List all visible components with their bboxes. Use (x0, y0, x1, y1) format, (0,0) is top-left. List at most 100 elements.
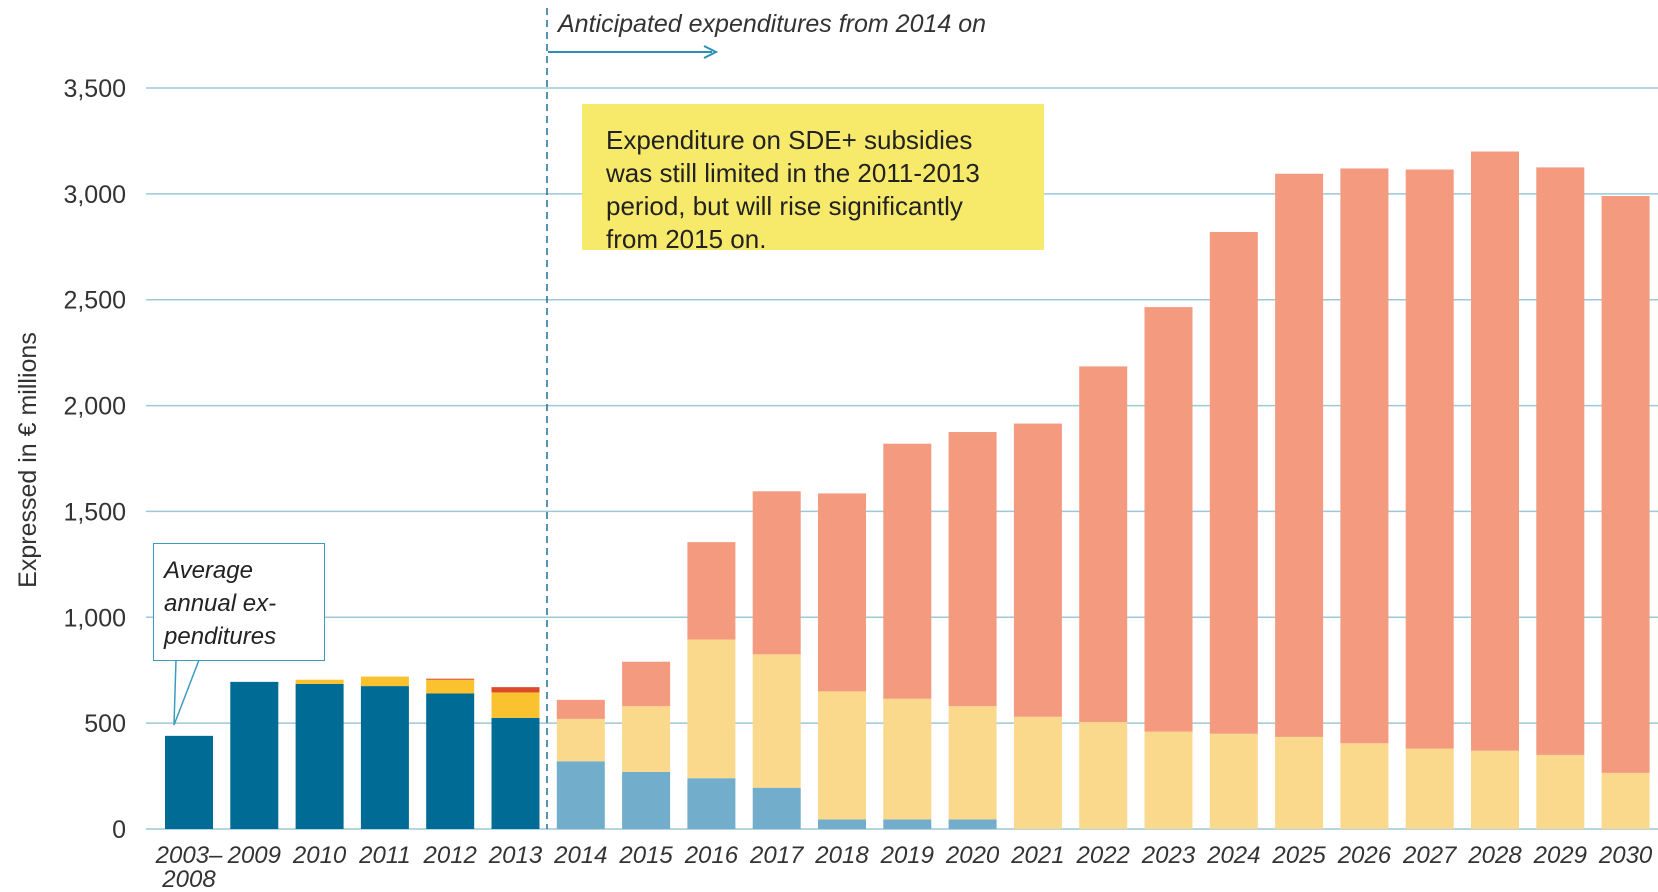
average-annotation-line: Average (164, 557, 253, 584)
bar-segment (1079, 366, 1128, 723)
y-axis-label: Expressed in € millions (14, 332, 42, 588)
y-tick-label: 0 (112, 816, 126, 844)
bar-segment (1144, 731, 1193, 829)
x-tick-label: 2008 (161, 866, 216, 887)
bar-segment (1405, 169, 1454, 749)
x-tick-label: 2029 (1533, 842, 1587, 869)
bar-segment (1536, 754, 1585, 829)
callout-box: Expenditure on SDE+ subsidies was still … (582, 104, 1044, 254)
x-tick-label: 2021 (1010, 842, 1064, 869)
bar-segment (295, 683, 344, 829)
x-tick-label: 2028 (1467, 842, 1522, 869)
bar-segment (883, 819, 932, 829)
bar-segment (1013, 716, 1062, 829)
bar-segment (1275, 173, 1324, 737)
bar-segment (491, 717, 540, 829)
bar-segment (1471, 151, 1519, 751)
bar-segment (948, 706, 997, 820)
y-tick-label: 2,500 (63, 287, 126, 315)
bar-segment (360, 686, 409, 829)
bar-segment (1209, 733, 1258, 829)
callout-line: was still limited in the 2011-2013 (606, 158, 980, 188)
x-tick-label: 2018 (814, 842, 869, 869)
forecast-arrow-head-icon (703, 45, 719, 59)
x-tick-label: 2012 (423, 842, 477, 869)
x-tick-label: 2020 (945, 842, 1000, 869)
bar-segment (1013, 423, 1062, 717)
bar-segment (295, 679, 344, 684)
average-annotation-line: annual ex- (164, 590, 277, 617)
bar-segment (1275, 736, 1324, 829)
x-tick-label: 2019 (880, 842, 934, 869)
bar-segment (622, 771, 671, 829)
bar-segment (687, 778, 736, 829)
x-tick-label: 2026 (1337, 842, 1392, 869)
bar-segment (556, 761, 605, 829)
bar-segment (556, 718, 605, 762)
bar-segment (1536, 167, 1585, 755)
x-tick-label: 2010 (292, 842, 347, 869)
bar-segment (883, 443, 932, 699)
bar-segment (1340, 743, 1389, 829)
x-tick-label: 2022 (1076, 842, 1130, 869)
y-tick-label: 3,500 (63, 75, 126, 103)
bar-segment (426, 678, 475, 680)
x-tick-label: 2009 (227, 842, 281, 869)
bar-segment (1471, 750, 1519, 829)
bar-segment (1209, 231, 1258, 734)
y-tick-label: 1,500 (63, 498, 126, 526)
callout-line: period, but will rise significantly (606, 191, 963, 221)
average-annotation-line: penditures (164, 623, 277, 650)
bar-segment (752, 787, 801, 829)
y-tick-label: 1,000 (63, 604, 126, 632)
axes: 0 500 1,000 1,500 2,000 2,500 3,000 3,500 Expres… (14, 75, 1653, 892)
bar-segment (426, 679, 475, 694)
bar-segment (948, 432, 997, 707)
bar-segment (1144, 307, 1193, 732)
y-tick-label: 3,000 (63, 181, 126, 209)
bar-segment (230, 681, 279, 829)
bar-segment (752, 491, 801, 655)
bar-segment (948, 819, 997, 829)
bar-segment (1405, 748, 1454, 829)
x-tick-label: 2014 (553, 842, 607, 869)
y-tick-label: 2,000 (63, 393, 126, 421)
bar-segment (687, 542, 736, 640)
x-tick-label: 2030 (1598, 842, 1653, 869)
x-tick-label: 2017 (749, 842, 805, 869)
bar-segment (883, 698, 932, 820)
bar-segment (491, 687, 540, 693)
bar-segment (818, 493, 866, 692)
forecast-label: Anticipated expenditures from 2014 on (556, 10, 986, 38)
x-tick-label: 2024 (1206, 842, 1260, 869)
bar-segment (426, 693, 475, 829)
x-tick-label: 2027 (1402, 842, 1458, 869)
bar-segment (622, 661, 671, 707)
annotations: Anticipated expenditures from 2014 on (173, 8, 986, 829)
bar-segment (818, 691, 866, 820)
callout-line: Expenditure on SDE+ subsidies (606, 125, 973, 155)
bar-segment (360, 676, 409, 687)
bar-segment (752, 654, 801, 788)
callout-line: from 2015 on. (606, 224, 767, 254)
bar-segment (622, 706, 671, 772)
average-annotation-box: Average annual ex- penditures (153, 543, 325, 661)
x-tick-label: 2011 (358, 842, 411, 869)
x-tick-label: 2016 (684, 842, 739, 869)
x-tick-label: 2025 (1271, 842, 1326, 869)
bar-segment (1601, 195, 1650, 773)
x-tick-label: 2003– (155, 842, 223, 869)
bar-segment (1340, 168, 1389, 744)
bars (165, 151, 1650, 829)
bar-segment (491, 692, 540, 718)
average-pointer (173, 659, 200, 726)
bar-segment (1079, 722, 1128, 829)
bar-segment (1601, 772, 1650, 829)
bar-segment (165, 735, 213, 829)
x-tick-label: 2023 (1141, 842, 1196, 869)
bar-segment (818, 819, 866, 829)
x-tick-label: 2015 (618, 842, 673, 869)
bar-segment (687, 639, 736, 779)
